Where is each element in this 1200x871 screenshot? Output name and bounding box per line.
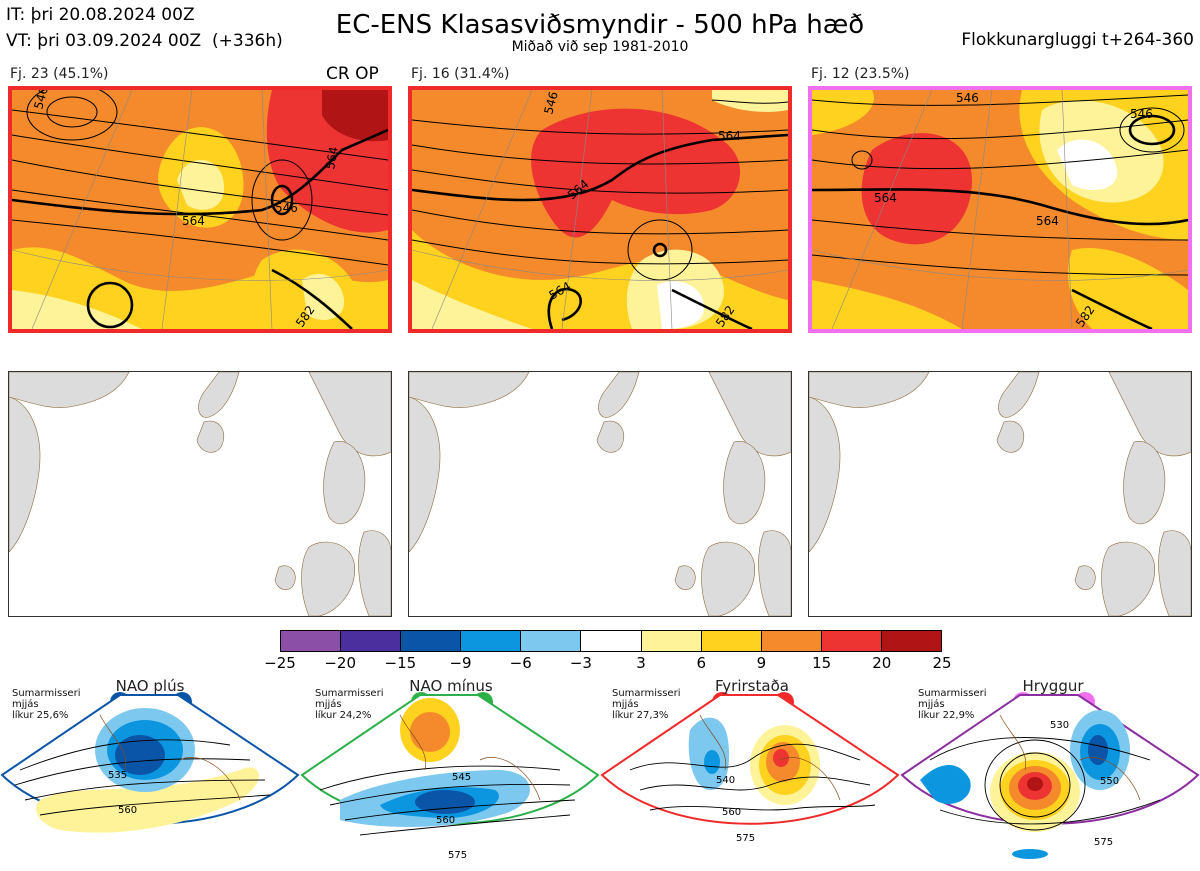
- legend-tick-label: −3: [569, 654, 592, 672]
- regime-4-info-line: mjjás: [918, 699, 945, 710]
- cluster-3-contour-label-3: 564: [1036, 214, 1059, 228]
- cluster-1-map: 564 546 546 564 582: [8, 86, 392, 333]
- cluster-1-contour-label-2: 546: [275, 201, 298, 215]
- legend-swatch: [581, 631, 642, 651]
- cluster-3-anomaly-field: 546 546 564 564 582: [812, 90, 1188, 329]
- legend-tick-label: 25: [932, 654, 952, 672]
- cluster-2-map: 546 564 564 564 582: [408, 86, 792, 333]
- valid-time: VT: þri 03.09.2024 00Z (+336h): [6, 31, 283, 51]
- legend-tick-label: −6: [509, 654, 532, 672]
- coastline-map-3: [809, 372, 1191, 616]
- regime-1-label-1: 560: [118, 805, 137, 816]
- regime-2-label-2: 575: [448, 850, 467, 861]
- legend-swatch: [281, 631, 342, 651]
- cluster-1-contour-label-0: 546: [31, 90, 50, 111]
- cluster-3-label: Fj. 12 (23.5%): [811, 66, 910, 82]
- classification-window: Flokkunargluggi t+264-360: [961, 30, 1194, 50]
- regime-3-info-line: líkur 27,3%: [612, 710, 669, 721]
- regime-maps: 535 560 545 560 575: [0, 694, 1200, 861]
- cluster-2-label: Fj. 16 (31.4%): [411, 66, 510, 82]
- coastline-map-2: [409, 372, 791, 616]
- cluster-3-contour-label-1: 546: [1130, 107, 1153, 121]
- legend-tick-label: 9: [756, 654, 767, 672]
- regime-2-info-line: Sumarmisseri: [315, 688, 384, 699]
- page-title: EC-ENS Klasasviðsmyndir - 500 hPa hæð: [335, 10, 865, 40]
- cluster-3-contour-label-0: 546: [956, 91, 979, 105]
- cluster-1-anomaly-field: 564 546 546 564 582: [12, 90, 388, 329]
- cluster-2-contour-label-2: 564: [718, 129, 741, 143]
- regime-1-info-line: mjjás: [12, 699, 39, 710]
- color-legend: −25 −20 −15 −9 −6 −3 3 6 9 15 20 25: [260, 630, 960, 674]
- regime-4-title: Hryggur: [1022, 677, 1084, 695]
- cluster-1-contour-label-1: 564: [182, 214, 205, 228]
- legend-tick-label: −20: [324, 654, 356, 672]
- regime-2-label-0: 545: [452, 772, 471, 783]
- legend-swatch: [881, 631, 942, 651]
- regime-3-info-line: Sumarmisseri: [612, 688, 681, 699]
- legend-tick-label: 3: [636, 654, 646, 672]
- cluster-1-extra: CR OP: [326, 64, 379, 84]
- legend-swatch: [761, 631, 822, 651]
- regime-4-label-1: 550: [1100, 776, 1119, 787]
- cluster-3-map: 546 546 564 564 582: [808, 86, 1192, 333]
- legend-swatch: [641, 631, 702, 651]
- legend-tick-label: −15: [384, 654, 417, 672]
- cluster-1-extra-map: [8, 371, 392, 617]
- legend-tick-label: 20: [872, 654, 892, 672]
- coastline-map-1: [9, 372, 391, 616]
- regime-3-label-2: 575: [736, 833, 755, 844]
- legend-swatch: [701, 631, 762, 651]
- regime-1-info-line: Sumarmisseri: [12, 688, 81, 699]
- init-time: IT: þri 20.08.2024 00Z: [6, 5, 195, 25]
- legend-swatch: [341, 631, 402, 651]
- regime-4-label-2: 575: [1094, 837, 1113, 848]
- regime-1-info-line: líkur 25,6%: [12, 710, 69, 721]
- page-subtitle: Miðað við sep 1981-2010: [511, 39, 689, 55]
- legend-swatch: [521, 631, 582, 651]
- regime-3-label-1: 560: [722, 807, 741, 818]
- legend-tick-label: −25: [264, 654, 296, 672]
- regime-2-info-line: mjjás: [315, 699, 342, 710]
- cluster-1-contour-label-3: 564: [323, 146, 341, 171]
- regime-4-info-line: líkur 22,9%: [918, 710, 975, 721]
- regime-1-label-0: 535: [108, 770, 127, 781]
- regime-1-title: NAO plús: [115, 677, 185, 695]
- legend-tick-label: 6: [696, 654, 707, 672]
- regime-3-info-line: mjjás: [612, 699, 639, 710]
- regime-3-title: Fyrirstaða: [715, 677, 789, 695]
- regime-3-label-0: 540: [716, 775, 735, 786]
- cluster-2-contour-label-0: 546: [541, 90, 560, 116]
- regime-2-map: 545 560 575: [300, 694, 600, 861]
- cluster-3-contour-label-2: 564: [874, 191, 897, 205]
- cluster-2-anomaly-field: 546 564 564 564 582: [412, 90, 788, 329]
- regime-2-info-line: líkur 24,2%: [315, 710, 372, 721]
- regime-3-map: 540 560 575: [600, 694, 900, 844]
- legend-colorbar: [280, 630, 942, 652]
- legend-swatch: [401, 631, 462, 651]
- cluster-2-extra-map: [408, 371, 792, 617]
- legend-swatch: [821, 631, 882, 651]
- cluster-1-label: Fj. 23 (45.1%): [10, 66, 109, 82]
- regime-2-title: NAO mínus: [409, 677, 493, 695]
- regime-1-map: 535 560: [0, 694, 300, 833]
- legend-swatch: [461, 631, 522, 651]
- regime-4-label-0: 530: [1050, 720, 1069, 731]
- legend-tick-label: 15: [812, 654, 832, 672]
- regime-4-info-line: Sumarmisseri: [918, 688, 987, 699]
- regime-2-label-1: 560: [436, 815, 455, 826]
- legend-tick-label: −9: [449, 654, 472, 672]
- regime-4-map: 530 550 575: [900, 694, 1200, 859]
- cluster-3-extra-map: [808, 371, 1192, 617]
